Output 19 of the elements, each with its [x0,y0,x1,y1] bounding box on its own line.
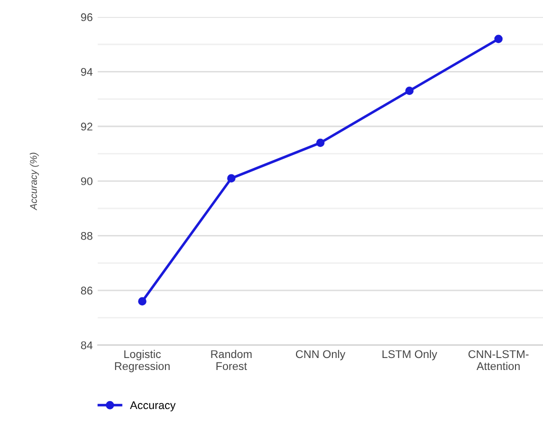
y-tick-label: 90 [81,177,92,186]
x-tick-label: CNN Only [296,350,346,360]
point [405,86,414,96]
y-tick-label: 92 [81,122,92,131]
legend-label: Accuracy [130,401,176,412]
point [494,34,503,44]
y-axis-title: Accuracy (%) [30,152,39,210]
x-tick-label: CNN-LSTM- Attention [468,350,529,370]
y-tick-label: 94 [81,68,93,76]
point [138,297,146,306]
y-tick-label: 96 [81,13,92,22]
x-tick-label: Logistic Regression [115,350,170,372]
y-tick-label: 88 [81,232,92,240]
x-tick-label: LSTM Only [382,350,438,360]
point [316,138,325,147]
y-tick-label: 86 [81,286,92,295]
x-tick-label: Random Forest [211,350,252,370]
point [227,174,236,182]
y-tick-label: 84 [81,341,93,350]
